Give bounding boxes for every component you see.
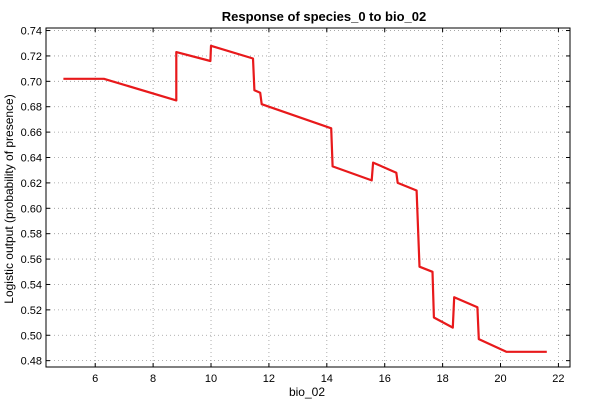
y-tick-label: 0.58 [21, 229, 42, 241]
x-tick-label: 18 [436, 373, 448, 385]
grid-lines [46, 28, 570, 367]
y-tick-label: 0.68 [21, 102, 42, 114]
x-tick-label: 6 [92, 373, 98, 385]
x-tick-label: 16 [379, 373, 391, 385]
x-tick-label: 12 [263, 373, 275, 385]
y-tick-label: 0.54 [21, 279, 42, 291]
axis-ticks: 6 8 10 12 14 16 18 20 22 0.48 0.50 0.52 0.54 0.56 0.58… [21, 26, 570, 385]
y-tick-label: 0.60 [21, 203, 42, 215]
y-axis-label: Logistic output (probability of presence… [2, 94, 16, 303]
y-tick-label: 0.74 [21, 26, 42, 38]
y-tick-label: 0.48 [21, 356, 42, 368]
y-tick-label: 0.64 [21, 153, 42, 165]
y-tick-label: 0.56 [21, 254, 42, 266]
x-tick-label: 20 [494, 373, 506, 385]
y-tick-label: 0.70 [21, 76, 42, 88]
x-tick-label: 14 [321, 373, 333, 385]
series-layer [63, 44, 547, 353]
y-tick-label: 0.72 [21, 51, 42, 63]
x-tick-label: 22 [552, 373, 564, 385]
y-tick-label: 0.50 [21, 330, 42, 342]
series-line [63, 44, 547, 353]
x-tick-label: 8 [150, 373, 156, 385]
plot-frame [45, 27, 571, 368]
y-tick-label: 0.62 [21, 178, 42, 190]
x-tick-label: 10 [205, 373, 217, 385]
y-tick-label: 0.66 [21, 127, 42, 139]
y-tick-label: 0.52 [21, 305, 42, 317]
chart-title: Response of species_0 to bio_02 [222, 9, 426, 24]
x-axis-label: bio_02 [289, 385, 325, 399]
